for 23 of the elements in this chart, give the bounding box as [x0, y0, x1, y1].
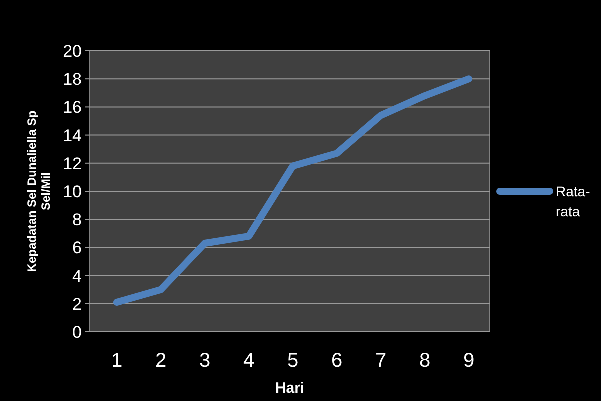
y-tick-label: 8 [72, 210, 82, 230]
x-tick-label: 5 [287, 350, 299, 372]
y-tick-label: 18 [63, 70, 82, 90]
x-tick-label: 9 [463, 350, 475, 372]
x-axis-title: Hari [275, 380, 305, 397]
y-tick-label: 20 [63, 42, 82, 61]
y-tick-label: 16 [63, 98, 82, 118]
y-tick-label: 6 [72, 238, 82, 258]
x-tick-label: 2 [155, 350, 167, 372]
y-tick-label: 14 [63, 126, 82, 146]
y-tick-label: 12 [63, 154, 82, 174]
x-tick-label: 4 [243, 350, 255, 372]
y-tick-label: 10 [63, 182, 82, 202]
y-tick-label: 4 [72, 266, 82, 286]
y-axis-title: Kepadatan Sel Dunaliella Sp Sel/Mil [25, 110, 53, 272]
x-tick-label: 3 [199, 350, 211, 372]
legend-label: Rata-rata [556, 183, 591, 220]
x-tick-label: 1 [111, 350, 123, 372]
y-tick-label: 2 [72, 294, 82, 314]
x-tick-label: 6 [331, 350, 343, 372]
x-tick-label: 8 [419, 350, 431, 372]
y-tick-label: 0 [72, 322, 82, 342]
x-tick-label: 7 [375, 350, 387, 372]
